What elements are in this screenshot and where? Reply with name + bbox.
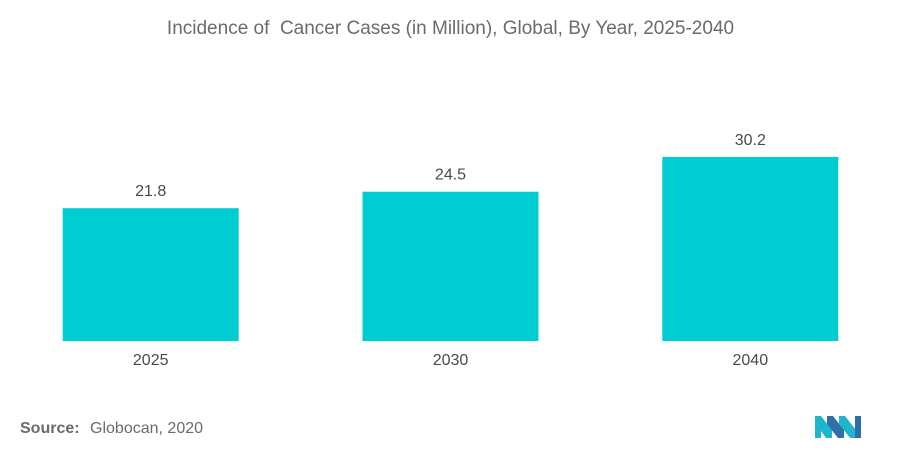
mordor-intelligence-logo-icon bbox=[815, 416, 861, 438]
source-text: Globocan, 2020 bbox=[90, 420, 204, 437]
source-label: Source: bbox=[20, 420, 80, 437]
chart-title: Incidence of Cancer Cases (in Million), … bbox=[166, 18, 735, 39]
x-tick-label-2030: 2030 bbox=[433, 352, 469, 369]
data-label-2030: 24.5 bbox=[435, 167, 466, 184]
x-tick-label-2040: 2040 bbox=[733, 352, 769, 369]
data-label-2025: 21.8 bbox=[135, 183, 166, 200]
source-note: Source: Globocan, 2020 bbox=[20, 420, 203, 438]
data-label-2040: 30.2 bbox=[735, 132, 766, 149]
x-tick-label-2025: 2025 bbox=[133, 352, 169, 369]
bar-2030 bbox=[362, 191, 539, 341]
bar-2025 bbox=[62, 208, 239, 341]
bar-2040 bbox=[662, 157, 839, 341]
